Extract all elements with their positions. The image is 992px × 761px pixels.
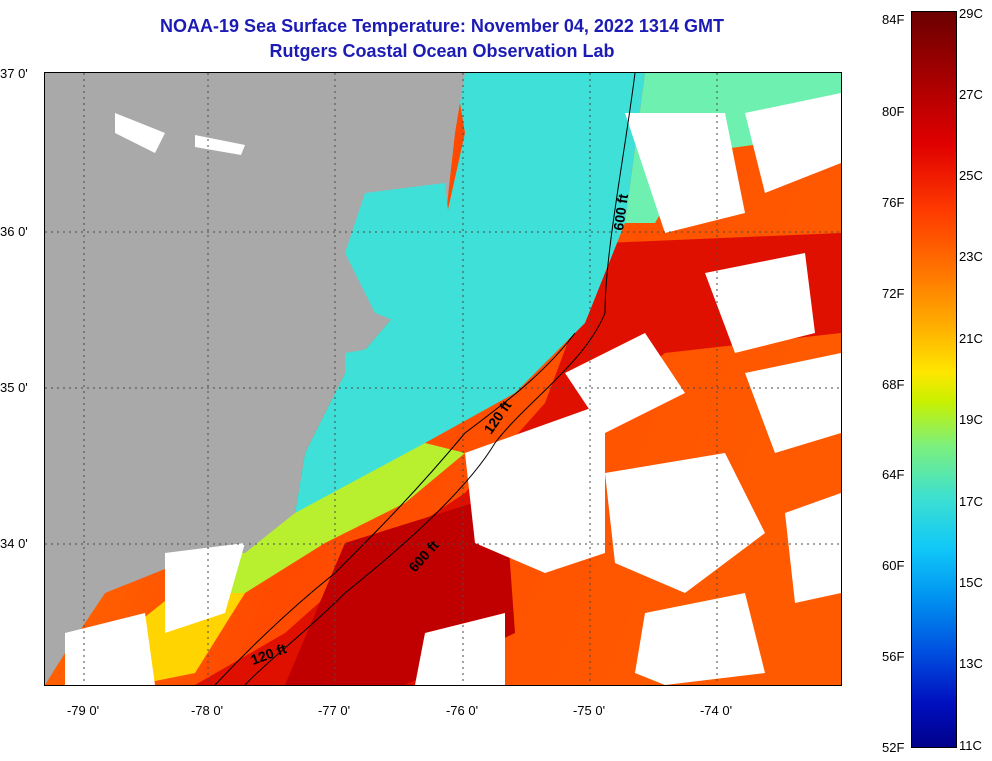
lon-label-77: -77 0' xyxy=(317,703,351,718)
contour-120ft xyxy=(214,332,576,685)
cb-f-60: 60F xyxy=(882,558,905,573)
cb-f-56: 56F xyxy=(882,649,905,664)
inland-lake xyxy=(115,113,165,153)
inlet-water xyxy=(345,343,405,403)
cb-f-52: 52F xyxy=(882,740,905,755)
temperature-colorbar xyxy=(911,11,957,748)
contour-600ft xyxy=(244,73,636,685)
cb-f-76: 76F xyxy=(882,195,905,210)
coastal-transition xyxy=(175,443,465,633)
cb-f-80: 80F xyxy=(882,104,905,119)
cb-c-29: 29C xyxy=(959,6,983,21)
map-subtitle: Rutgers Coastal Ocean Observation Lab xyxy=(269,41,615,61)
lon-label-75: -75 0' xyxy=(572,703,606,718)
lat-label-35: 35 0' xyxy=(0,380,28,395)
lon-label-76: -76 0' xyxy=(445,703,479,718)
lat-label-36: 36 0' xyxy=(0,224,28,239)
shelf-water-cool xyxy=(295,73,645,513)
cb-c-23: 23C xyxy=(959,249,983,264)
sst-map-canvas: 600 ft 120 ft 600 ft 120 ft xyxy=(45,73,841,685)
cb-f-84: 84F xyxy=(882,12,905,27)
graticule xyxy=(45,73,841,685)
cb-c-19: 19C xyxy=(959,412,983,427)
cb-f-64: 64F xyxy=(882,467,905,482)
sst-map: 600 ft 120 ft 600 ft 120 ft xyxy=(44,72,842,686)
contour-label-600ft-north: 600 ft xyxy=(610,193,631,232)
cb-f-72: 72F xyxy=(882,286,905,301)
lat-label-37: 37 0' xyxy=(0,66,28,81)
cb-c-25: 25C xyxy=(959,168,983,183)
cb-c-11: 11C xyxy=(959,738,982,753)
cloud-cover xyxy=(65,93,841,685)
cb-c-17: 17C xyxy=(959,494,983,509)
cb-c-27: 27C xyxy=(959,87,983,102)
lon-label-74: -74 0' xyxy=(699,703,733,718)
pamlico-sound xyxy=(345,183,455,333)
cb-c-13: 13C xyxy=(959,656,983,671)
lat-label-34: 34 0' xyxy=(0,536,28,551)
map-title: NOAA-19 Sea Surface Temperature: Novembe… xyxy=(160,16,724,36)
cb-c-21: 21C xyxy=(959,331,983,346)
cb-f-68: 68F xyxy=(882,377,905,392)
lon-label-78: -78 0' xyxy=(190,703,224,718)
cb-c-15: 15C xyxy=(959,575,983,590)
lon-label-79: -79 0' xyxy=(66,703,100,718)
